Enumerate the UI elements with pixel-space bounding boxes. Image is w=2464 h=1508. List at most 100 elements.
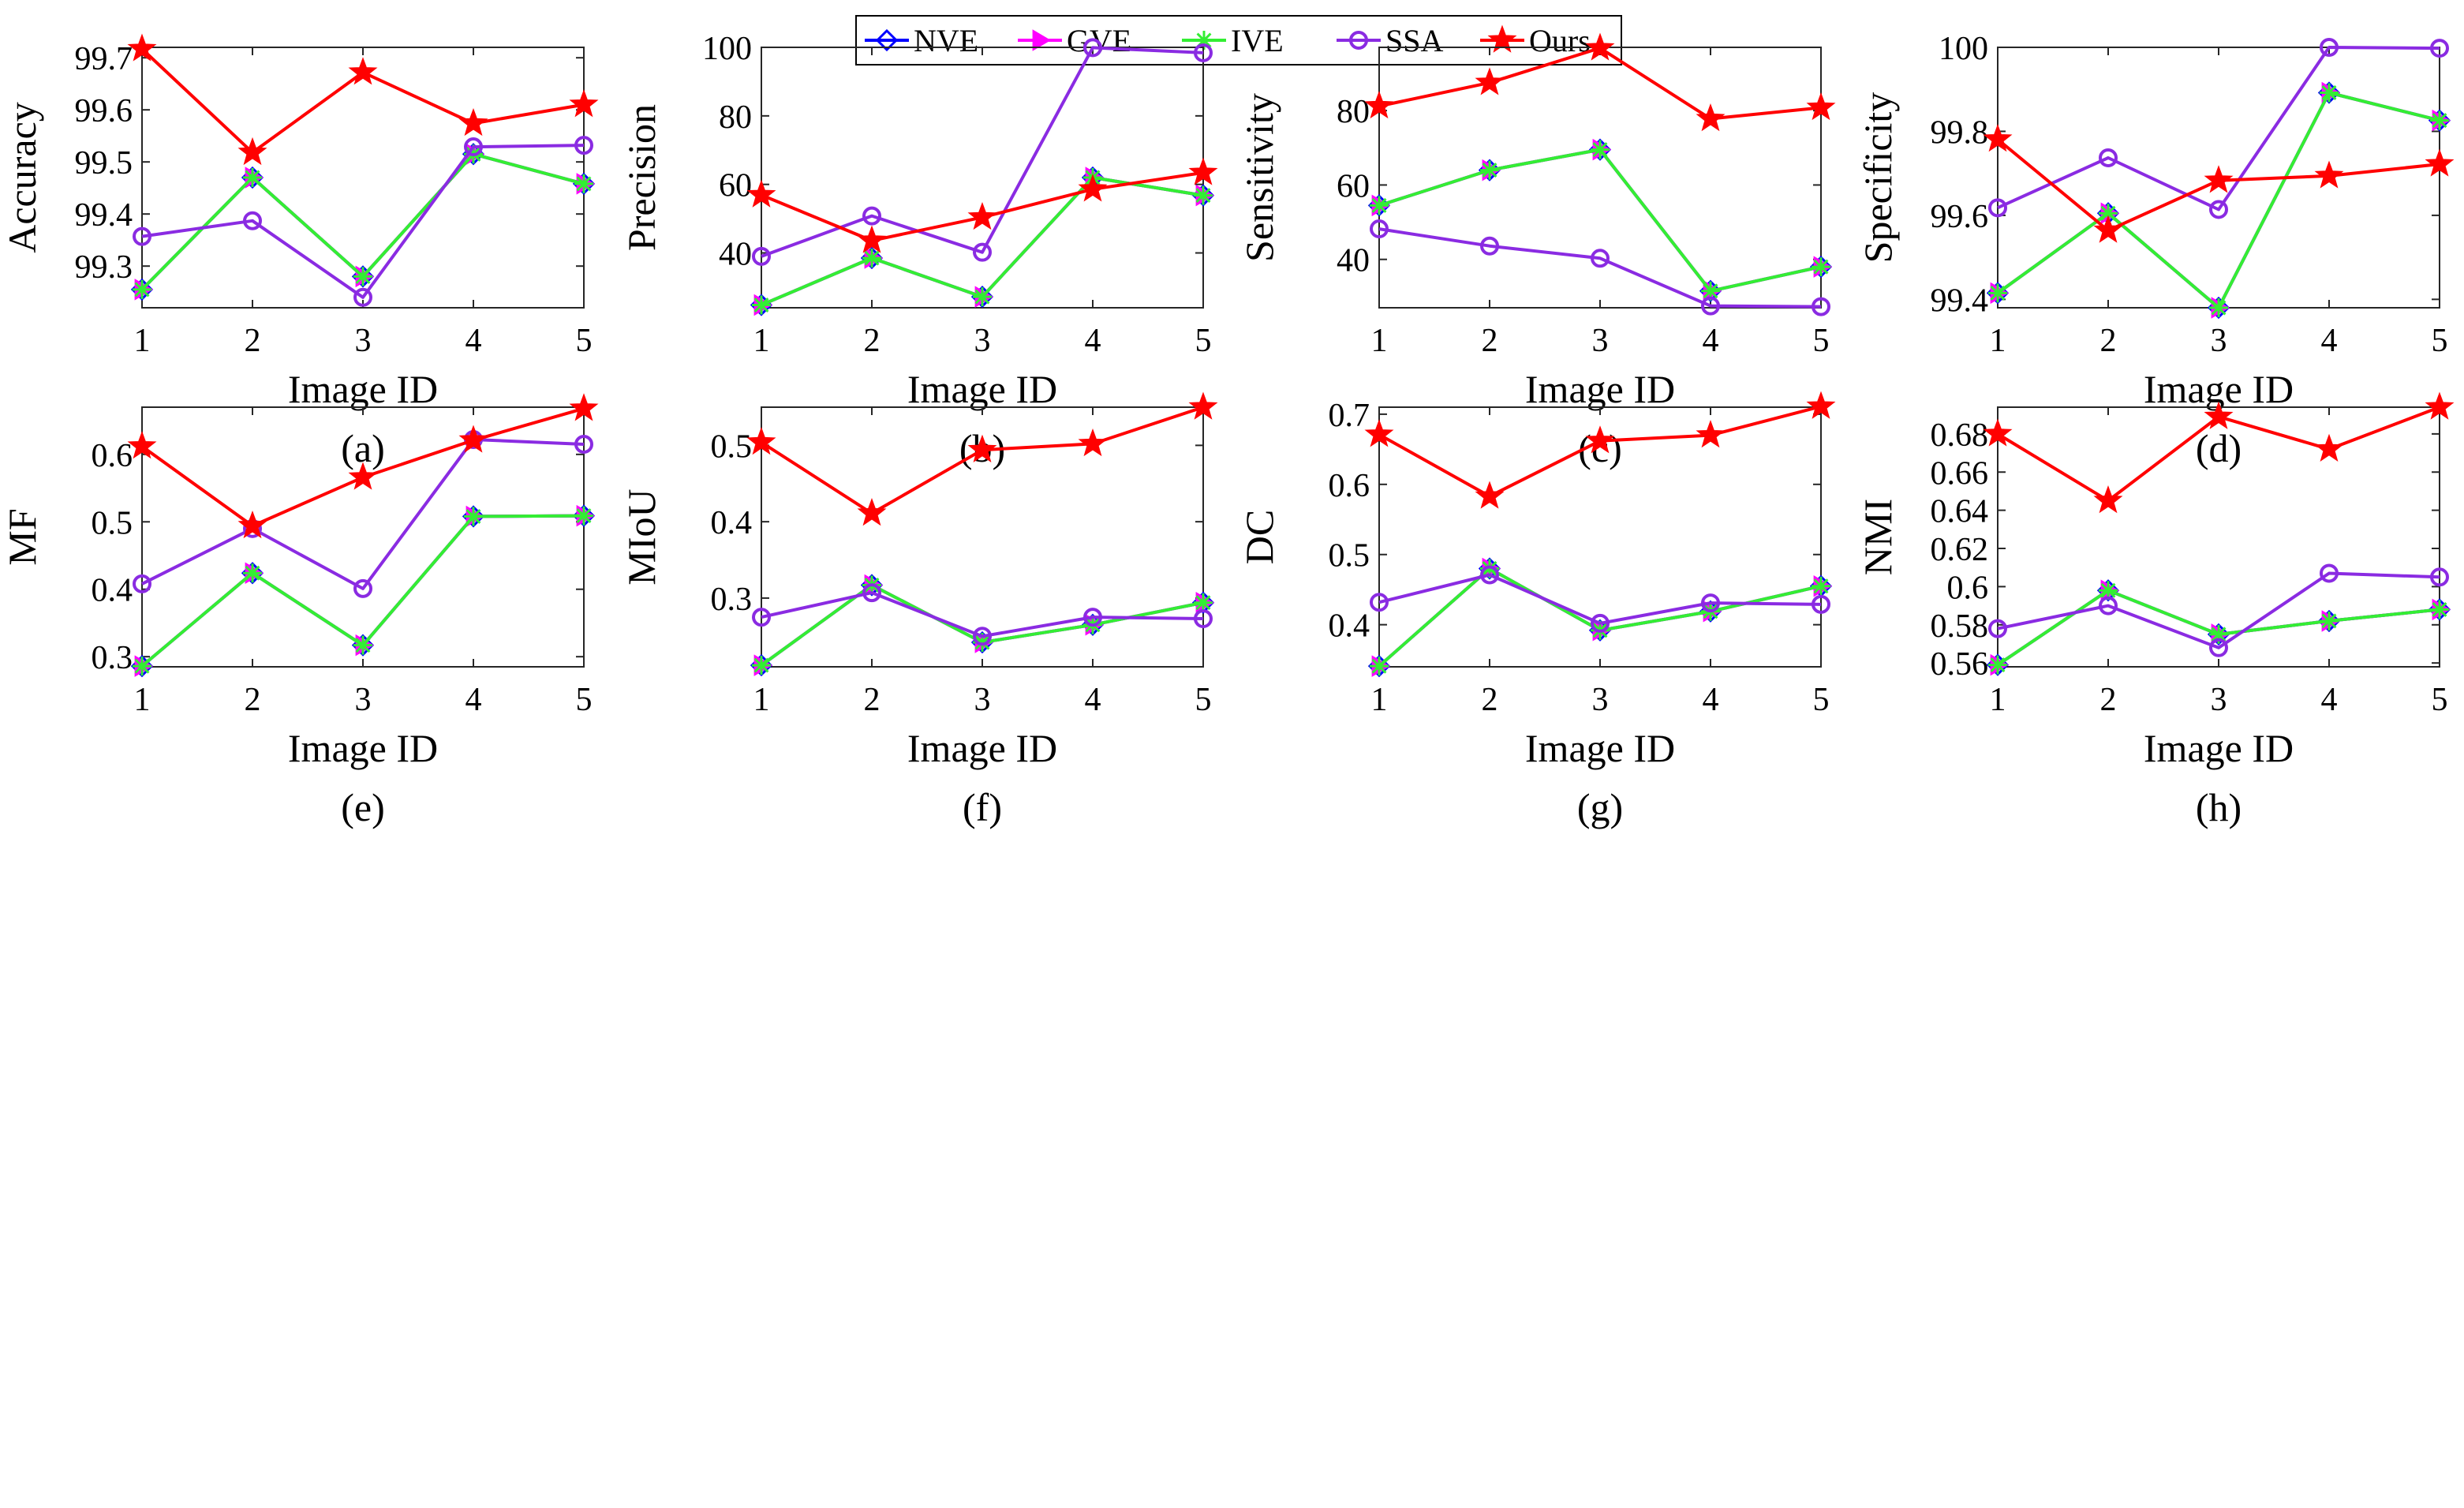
chart-panel-h: 1 2 3 4 5 0.560.580.60.620.640.660.68 Image ID… [1856, 391, 2455, 829]
legend-label: SSA [1385, 23, 1443, 58]
x-tick-label: 1 [753, 323, 770, 359]
data-point-ive [2099, 204, 2118, 223]
y-tick-label: 0.4 [711, 505, 753, 541]
data-point-ours [2425, 391, 2455, 420]
y-tick-label: 0.6 [1329, 468, 1370, 504]
data-point-ive [1701, 281, 1720, 301]
data-point-ive [1194, 593, 1213, 612]
series-line-ssa [1997, 571, 2440, 649]
data-point-ours [2425, 148, 2455, 177]
series-gve [134, 504, 595, 677]
x-tick-label: 3 [974, 323, 991, 359]
x-tick-label: 1 [753, 682, 770, 718]
x-tick-label: 4 [1703, 682, 1719, 718]
x-tick-label: 5 [576, 682, 593, 718]
data-point-ive [243, 563, 262, 583]
series-line-ssa [1997, 46, 2440, 211]
data-point-ssa [1370, 219, 1389, 239]
data-point-ive [2099, 581, 2118, 601]
data-point-ive [1194, 185, 1213, 205]
data-point-ssa [973, 627, 992, 646]
series-ssa [1988, 563, 2449, 657]
y-tick-label: 0.6 [1947, 570, 1989, 606]
series-ive [133, 144, 593, 299]
plot-area [761, 47, 1204, 309]
x-tick-label: 3 [1592, 323, 1609, 359]
data-point-ours [1475, 67, 1505, 95]
x-tick-label: 1 [1371, 323, 1388, 359]
x-tick-label: 4 [466, 682, 482, 718]
data-point-ours [1983, 124, 2013, 152]
data-point-ours [746, 179, 776, 208]
series-ours [1983, 391, 2455, 514]
data-point-ours [1475, 481, 1505, 509]
y-tick-label: 0.5 [711, 428, 753, 465]
data-point-ive [133, 657, 151, 676]
y-tick-label: 99.3 [75, 249, 133, 286]
data-point-ours [1188, 157, 1218, 185]
y-tick-label: 0.4 [92, 573, 133, 609]
x-axis-label: Image ID [2144, 726, 2294, 770]
data-point-ours [1806, 391, 1836, 419]
x-tick-label: 2 [2100, 323, 2117, 359]
data-point-ive [574, 174, 593, 193]
x-tick-label: 4 [1085, 323, 1101, 359]
data-point-ive [752, 656, 771, 675]
legend-entry-nve: NVE [865, 23, 978, 58]
data-point-ssa [1812, 594, 1830, 614]
data-point-ours [857, 498, 887, 526]
x-tick-label: 2 [864, 323, 881, 359]
data-point-ive [1370, 657, 1389, 676]
data-point-ours [2314, 433, 2344, 462]
x-axis-label: Image ID [907, 726, 1057, 770]
legend-entry-ive: IVE [1182, 23, 1284, 58]
data-point-ive [353, 267, 372, 286]
y-tick-label: 0.68 [1931, 417, 1989, 454]
data-point-ive [973, 287, 992, 307]
x-tick-label: 1 [1990, 323, 2006, 359]
data-point-ssa [752, 246, 771, 266]
data-point-ours [2204, 165, 2234, 193]
data-point-ours [2093, 485, 2123, 514]
data-point-ive [2209, 298, 2228, 317]
legend: NVE GVE IVE SSA Ours [855, 15, 1622, 65]
y-tick-label: 0.7 [1329, 398, 1370, 434]
x-tick-label: 5 [2432, 323, 2448, 359]
series-ours [1983, 124, 2455, 243]
legend-marker [1195, 31, 1213, 50]
data-point-ive [973, 633, 992, 653]
data-point-ssa [752, 608, 771, 627]
y-tick-label: 100 [1939, 31, 1988, 67]
series-line-ssa [761, 591, 1204, 638]
series-ssa [133, 136, 593, 307]
panel-caption: (f) [963, 785, 1002, 829]
x-tick-label: 1 [134, 682, 151, 718]
x-tick-label: 2 [864, 682, 881, 718]
series-ive [1988, 581, 2449, 675]
chart-panel-e: 1 2 3 4 5 0.3 0.4 0.5 0.6 Image ID MF (e) [0, 393, 599, 829]
y-tick-label: 0.5 [92, 505, 133, 541]
legend-entry-gve: GVE [1018, 23, 1131, 58]
data-point-ours [1696, 420, 1726, 448]
legend-label: Ours [1529, 23, 1591, 58]
series-gve [753, 167, 1214, 316]
data-point-ssa [133, 226, 151, 246]
series-line-gve [1378, 567, 1822, 668]
y-axis-label: Specificity [1856, 92, 1900, 264]
y-axis-label: NMI [1856, 499, 1900, 575]
data-point-ours [1806, 92, 1836, 121]
data-point-ive [243, 168, 262, 187]
data-point-ive [2320, 83, 2339, 103]
data-point-ours [1696, 103, 1726, 132]
y-tick-label: 0.64 [1931, 494, 1989, 530]
data-point-ive [2430, 600, 2449, 619]
y-axis-label: Accuracy [0, 102, 44, 253]
panel-caption: (h) [2196, 785, 2242, 829]
x-tick-label: 4 [1703, 323, 1719, 359]
data-point-ours [569, 393, 599, 421]
x-tick-label: 3 [2211, 682, 2227, 718]
data-point-ssa [2209, 200, 2228, 219]
y-tick-label: 0.56 [1931, 646, 1989, 683]
data-point-ssa [464, 137, 483, 157]
